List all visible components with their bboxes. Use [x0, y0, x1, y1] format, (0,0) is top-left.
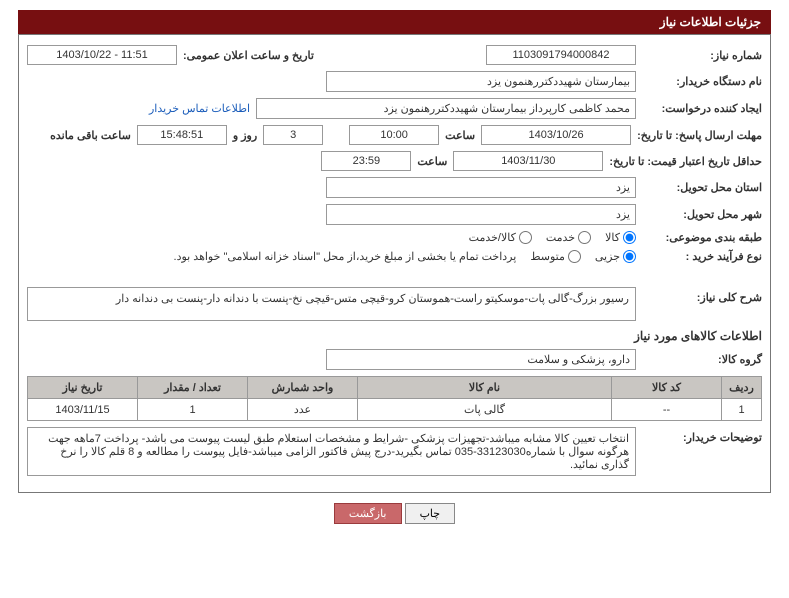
price-validity-date: 1403/11/30 — [453, 151, 603, 171]
cell-unit: عدد — [248, 399, 358, 421]
subject-category-label: طبقه بندی موضوعی: — [642, 231, 762, 244]
delivery-province-value: یزد — [326, 177, 636, 198]
th-unit: واحد شمارش — [248, 377, 358, 399]
th-date: تاریخ نیاز — [28, 377, 138, 399]
buyer-notes-value: انتخاب تعیین کالا مشابه میباشد-تجهیزات پ… — [27, 427, 636, 476]
radio-service[interactable]: خدمت — [546, 231, 591, 244]
th-row: ردیف — [722, 377, 762, 399]
th-name: نام کالا — [358, 377, 612, 399]
reply-remaining-label: ساعت باقی مانده — [50, 129, 131, 142]
delivery-province-label: استان محل تحویل: — [642, 181, 762, 194]
price-time-label: ساعت — [417, 155, 447, 168]
table-row: 1 -- گالی پات عدد 1 1403/11/15 — [28, 399, 762, 421]
cell-code: -- — [612, 399, 722, 421]
buyer-org-value: بیمارستان شهیددکتررهنمون یزد — [326, 71, 636, 92]
delivery-city-value: یزد — [326, 204, 636, 225]
announce-datetime-label: تاریخ و ساعت اعلان عمومی: — [183, 49, 314, 62]
radio-goods[interactable]: کالا — [605, 231, 636, 244]
button-bar: چاپ بازگشت — [18, 503, 771, 524]
process-note: پرداخت تمام یا بخشی از مبلغ خرید،از محل … — [174, 250, 517, 263]
radio-medium[interactable]: متوسط — [530, 250, 581, 263]
price-validity-label: حداقل تاریخ اعتبار قیمت: تا تاریخ: — [609, 155, 762, 168]
th-qty: تعداد / مقدار — [138, 377, 248, 399]
reply-days-label: روز و — [233, 129, 257, 142]
announce-datetime-value: 1403/10/22 - 11:51 — [27, 45, 177, 65]
need-number-value: 1103091794000842 — [486, 45, 636, 65]
reply-days: 3 — [263, 125, 323, 145]
reply-time-label: ساعت — [445, 129, 475, 142]
goods-group-label: گروه کالا: — [642, 353, 762, 366]
reply-deadline-label: مهلت ارسال پاسخ: تا تاریخ: — [637, 129, 762, 142]
buyer-org-label: نام دستگاه خریدار: — [642, 75, 762, 88]
print-button[interactable]: چاپ — [405, 503, 456, 524]
panel-title: جزئیات اطلاعات نیاز — [660, 15, 761, 29]
goods-info-title: اطلاعات کالاهای مورد نیاز — [27, 329, 762, 343]
cell-date: 1403/11/15 — [28, 399, 138, 421]
cell-row: 1 — [722, 399, 762, 421]
panel-body: شماره نیاز: 1103091794000842 تاریخ و ساع… — [18, 34, 771, 493]
radio-both[interactable]: کالا/خدمت — [469, 231, 532, 244]
radio-minor[interactable]: جزیی — [595, 250, 636, 263]
price-validity-time: 23:59 — [321, 151, 411, 171]
delivery-city-label: شهر محل تحویل: — [642, 208, 762, 221]
requester-value: محمد کاظمی کارپرداز بیمارستان شهیددکترره… — [256, 98, 636, 119]
cell-name: گالی پات — [358, 399, 612, 421]
need-number-label: شماره نیاز: — [642, 49, 762, 62]
requester-label: ایجاد کننده درخواست: — [642, 102, 762, 115]
reply-deadline-date: 1403/10/26 — [481, 125, 631, 145]
contact-link[interactable]: اطلاعات تماس خریدار — [149, 102, 250, 115]
reply-remaining-time: 15:48:51 — [137, 125, 227, 145]
description-value: رسیور بزرگ-گالی پات-موسکیتو راست-هموستان… — [27, 287, 636, 321]
process-type-label: نوع فرآیند خرید : — [642, 250, 762, 263]
panel-header: جزئیات اطلاعات نیاز — [18, 10, 771, 34]
th-code: کد کالا — [612, 377, 722, 399]
table-header-row: ردیف کد کالا نام کالا واحد شمارش تعداد /… — [28, 377, 762, 399]
goods-group-value: دارو، پزشکی و سلامت — [326, 349, 636, 370]
process-type-radios: جزیی متوسط — [530, 250, 636, 263]
buyer-notes-label: توضیحات خریدار: — [642, 427, 762, 444]
goods-table: ردیف کد کالا نام کالا واحد شمارش تعداد /… — [27, 376, 762, 421]
reply-deadline-time: 10:00 — [349, 125, 439, 145]
back-button[interactable]: بازگشت — [334, 503, 402, 524]
description-label: شرح کلی نیاز: — [642, 287, 762, 304]
cell-qty: 1 — [138, 399, 248, 421]
subject-category-radios: کالا خدمت کالا/خدمت — [469, 231, 636, 244]
